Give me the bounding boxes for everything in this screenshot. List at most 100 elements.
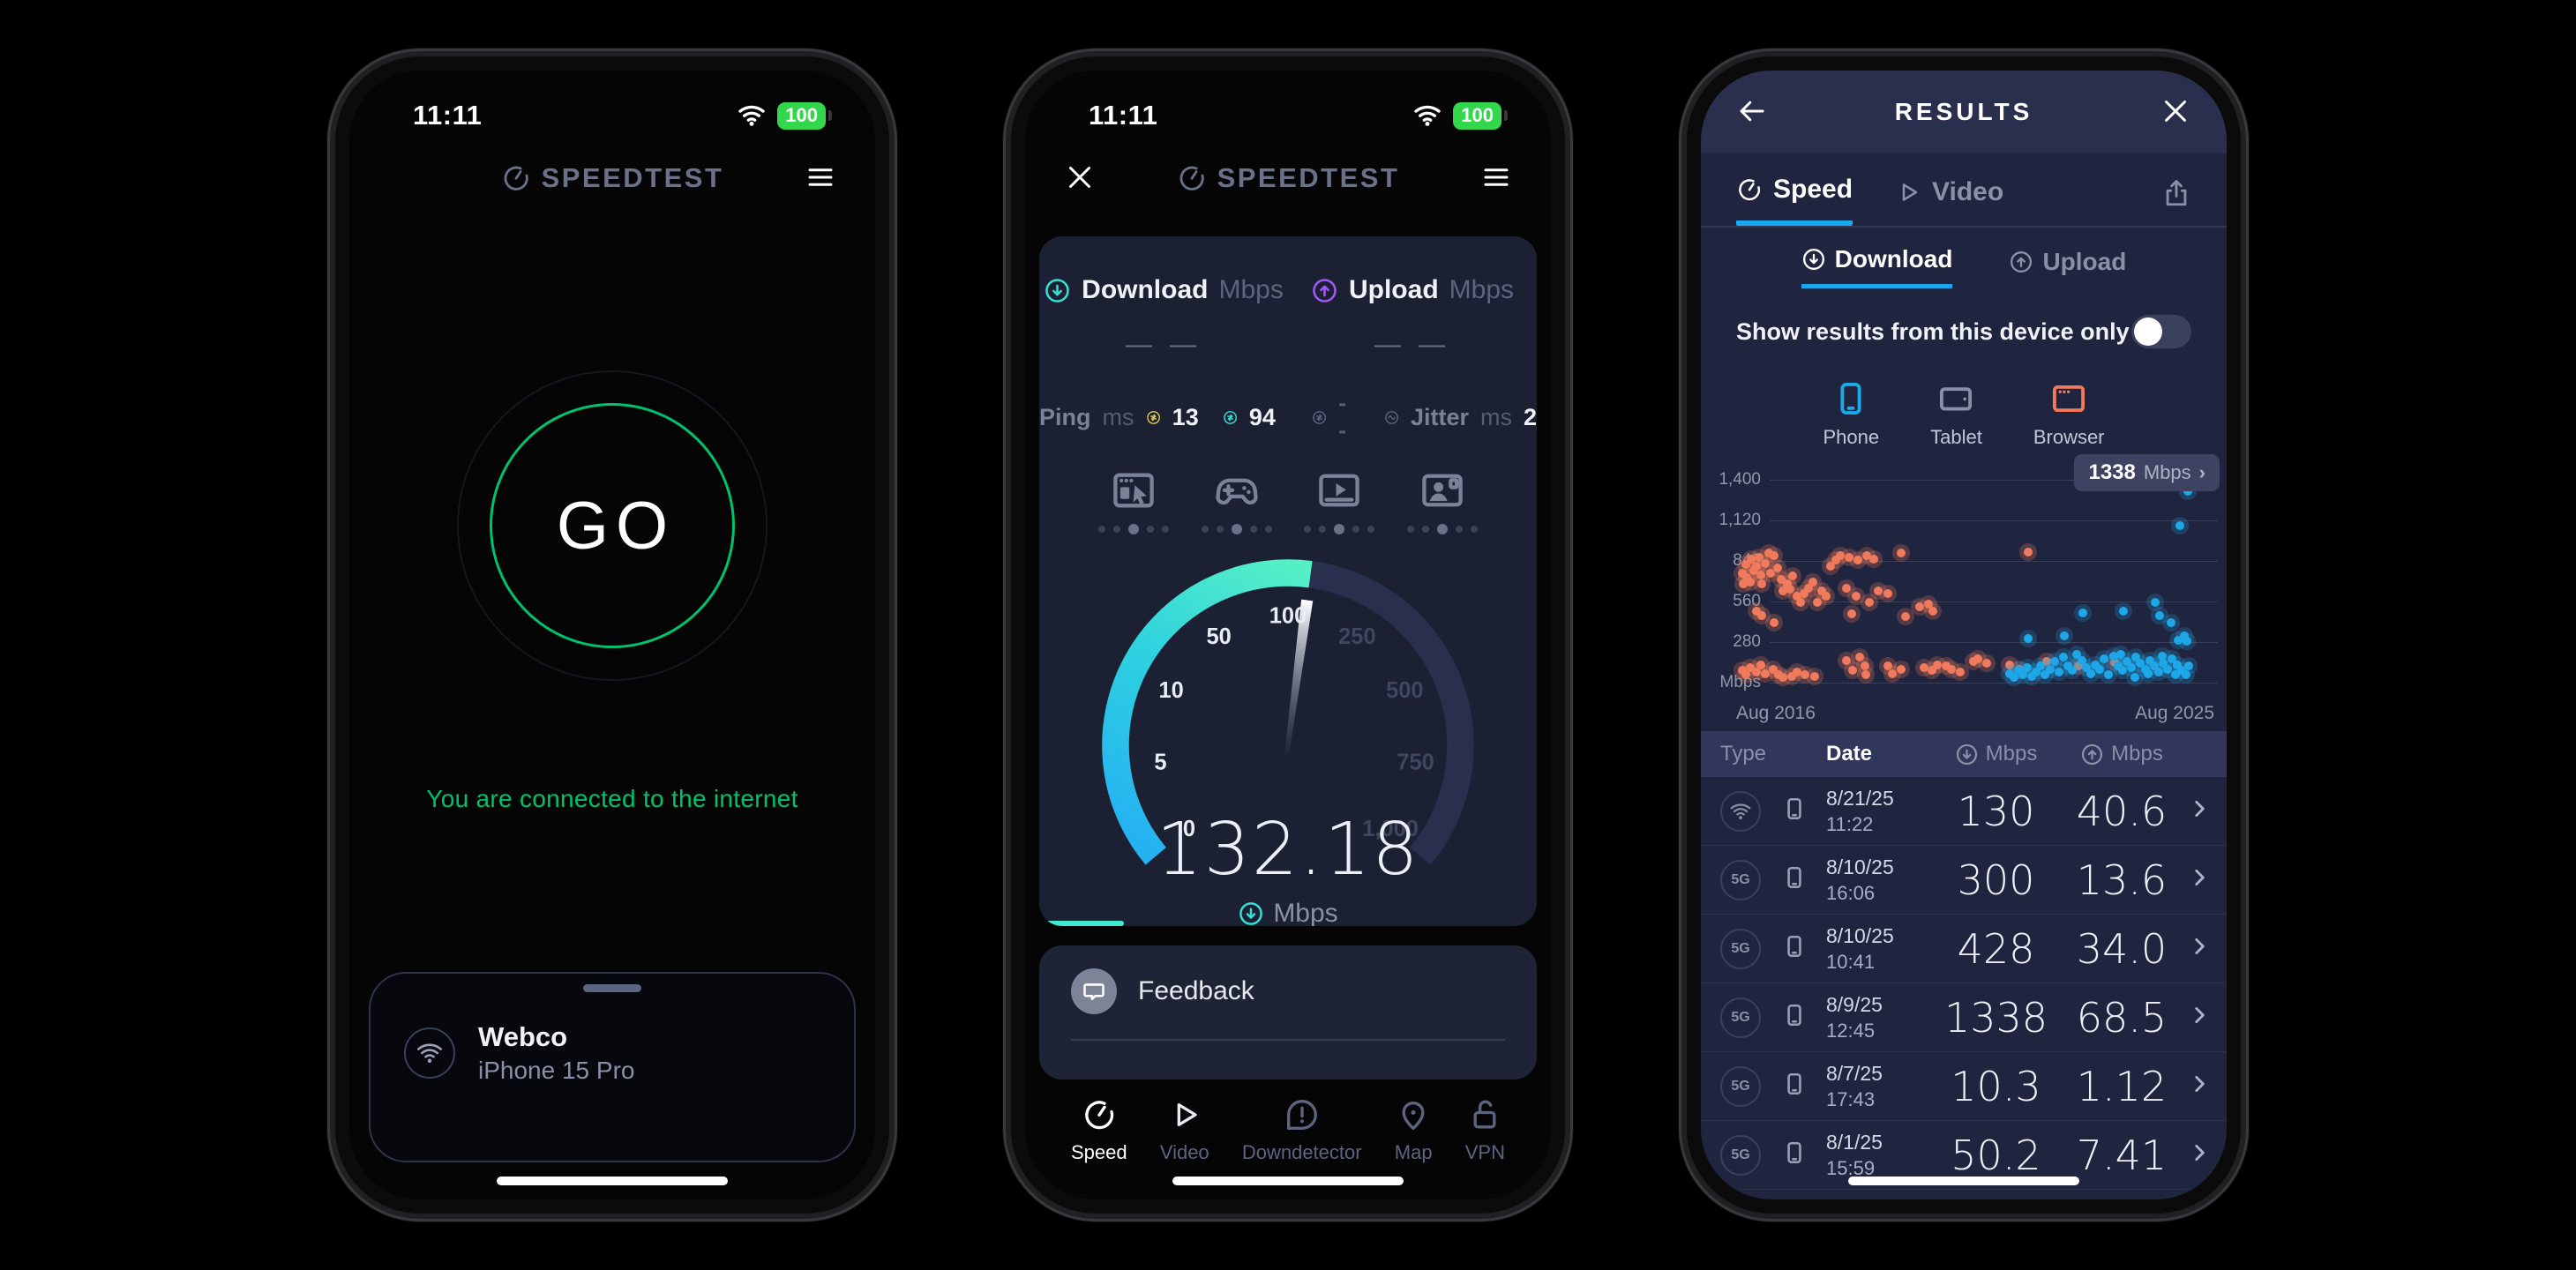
wifi-data-point [1751, 606, 1761, 616]
nav-map[interactable]: Map [1395, 1097, 1433, 1164]
cellular-data-point [2123, 657, 2131, 667]
wifi-data-point [1741, 560, 1751, 570]
cellular-data-point [2173, 635, 2183, 645]
menu-button[interactable] [1477, 159, 1516, 198]
nav-downdetector[interactable]: Downdetector [1242, 1097, 1362, 1164]
video-call-activity[interactable] [1407, 467, 1479, 534]
wifi-data-point [1766, 569, 1775, 579]
wifi-data-point [1787, 572, 1797, 581]
table-row[interactable]: 5G 8/1/25 15:59 50.2 7.41 [1701, 1121, 2227, 1190]
nav-video[interactable]: Video [1160, 1097, 1209, 1164]
result-date: 8/9/25 12:45 [1826, 992, 1883, 1042]
menu-button[interactable] [801, 159, 840, 198]
home-indicator[interactable] [1172, 1177, 1404, 1185]
phone-frame-home: 11:11 100 SPEEDTEST GO You ar [335, 56, 889, 1214]
wifi-data-point [1776, 574, 1786, 584]
cellular-data-point [2095, 664, 2105, 674]
current-speed-value: 132.18 [1156, 808, 1420, 892]
device-type-filters: Phone Tablet Browser [1701, 348, 2227, 449]
svg-text:250: 250 [1338, 624, 1375, 649]
tab-video[interactable]: Video [1895, 177, 2003, 223]
share-button[interactable] [2161, 178, 2191, 211]
jitter-icon [1384, 405, 1399, 430]
phone-device-icon [1782, 997, 1826, 1037]
browsing-activity[interactable] [1097, 467, 1169, 534]
device-only-toggle[interactable] [2131, 315, 2191, 348]
wifi-data-point [1756, 579, 1766, 588]
cellular-data-point [2049, 657, 2059, 667]
table-row[interactable]: 5G 8/10/25 10:41 428 34.0 [1701, 915, 2227, 983]
go-area: GO You are connected to the internet [349, 212, 875, 813]
wifi-data-point [1746, 578, 1756, 586]
phone-device-icon [1782, 929, 1826, 968]
col-download[interactable]: Mbps [1936, 742, 2056, 766]
cellular-data-point [2032, 667, 2041, 676]
cellular-data-point [2063, 661, 2073, 671]
status-bar: 11:11 100 [1025, 71, 1551, 145]
gaming-activity[interactable] [1201, 467, 1272, 534]
alert-bubble-icon [1284, 1097, 1320, 1132]
download-circle-icon [1955, 743, 1979, 766]
metric-subtabs: Download Upload [1701, 228, 2227, 288]
drag-handle[interactable] [583, 984, 641, 992]
upload-placeholder: — — [1374, 330, 1451, 359]
cellular-data-point [2072, 650, 2082, 660]
wifi-data-point [1746, 662, 1756, 672]
table-row[interactable]: 5G 8/10/25 16:06 300 13.6 [1701, 846, 2227, 915]
selected-result-badge[interactable]: 1338 Mbps › [2074, 454, 2220, 491]
cellular-data-point [2068, 666, 2078, 676]
close-test-button[interactable] [1060, 159, 1099, 198]
gridline: 1,120 [1701, 511, 2227, 530]
cellular-data-point [2118, 606, 2128, 616]
home-indicator[interactable] [497, 1177, 728, 1185]
y-axis-tick-label: 1,120 [1719, 511, 1761, 529]
page-title: RESULTS [1894, 98, 2033, 125]
svg-text:10: 10 [1158, 678, 1183, 703]
filter-browser[interactable]: Browser [2033, 380, 2105, 449]
download-circle-icon [1044, 277, 1071, 304]
back-button[interactable] [1733, 93, 1771, 131]
ping-idle-icon [1146, 405, 1161, 430]
wifi-data-point [1883, 661, 1892, 671]
go-button[interactable]: GO [490, 403, 735, 648]
cellular-data-point [2045, 664, 2055, 674]
table-row[interactable]: 5G 8/9/25 12:45 1338 68.5 [1701, 983, 2227, 1052]
ping-download-icon [1223, 405, 1238, 430]
close-button[interactable] [2156, 93, 2195, 131]
wifi-data-point [1973, 654, 1983, 664]
cellular-data-point [2091, 660, 2100, 669]
gauge-dial: 0 5 10 50 100 250 500 750 1,000 [1102, 559, 1474, 865]
cellular-data-point [2117, 666, 2127, 676]
table-row[interactable]: 5G3024.74 [1701, 1190, 2227, 1199]
wifi-data-point [1741, 670, 1751, 680]
filter-phone[interactable]: Phone [1823, 380, 1879, 449]
streaming-activity[interactable] [1304, 467, 1375, 534]
table-row[interactable]: 5G 8/7/25 17:43 10.3 1.12 [1701, 1052, 2227, 1121]
wifi-data-point [1919, 662, 1928, 672]
filter-tablet[interactable]: Tablet [1930, 380, 1982, 449]
tab-speed[interactable]: Speed [1736, 175, 1853, 226]
status-time: 11:11 [413, 100, 483, 131]
gridline: 280 [1701, 632, 2227, 652]
speedtest-gauge-icon [501, 163, 531, 193]
subtab-download[interactable]: Download [1801, 245, 1953, 288]
wifi-data-point [1760, 558, 1770, 568]
table-row[interactable]: 8/21/25 11:22 130 40.6 [1701, 777, 2227, 846]
wifi-data-point [1810, 671, 1820, 681]
upload-mbps-value: 1.12 [2076, 1062, 2168, 1110]
col-upload[interactable]: Mbps [2056, 742, 2188, 766]
cellular-data-point [2166, 618, 2175, 627]
nav-vpn[interactable]: VPN [1465, 1097, 1505, 1164]
gridline: 560 [1701, 592, 2227, 611]
feedback-card[interactable]: Feedback [1039, 945, 1537, 1080]
svg-text:750: 750 [1397, 751, 1434, 775]
home-indicator[interactable] [1848, 1177, 2079, 1185]
wifi-network-icon [404, 1027, 455, 1079]
connection-card[interactable]: Webco iPhone 15 Pro [369, 972, 856, 1162]
nav-speed[interactable]: Speed [1071, 1097, 1127, 1164]
wifi-data-point [1751, 561, 1761, 571]
download-circle-icon [1801, 247, 1826, 272]
wifi-data-point [1742, 573, 1752, 583]
subtab-upload[interactable]: Upload [2009, 245, 2126, 288]
test-screen: 11:11 100 SPEEDTEST [1025, 71, 1551, 1199]
